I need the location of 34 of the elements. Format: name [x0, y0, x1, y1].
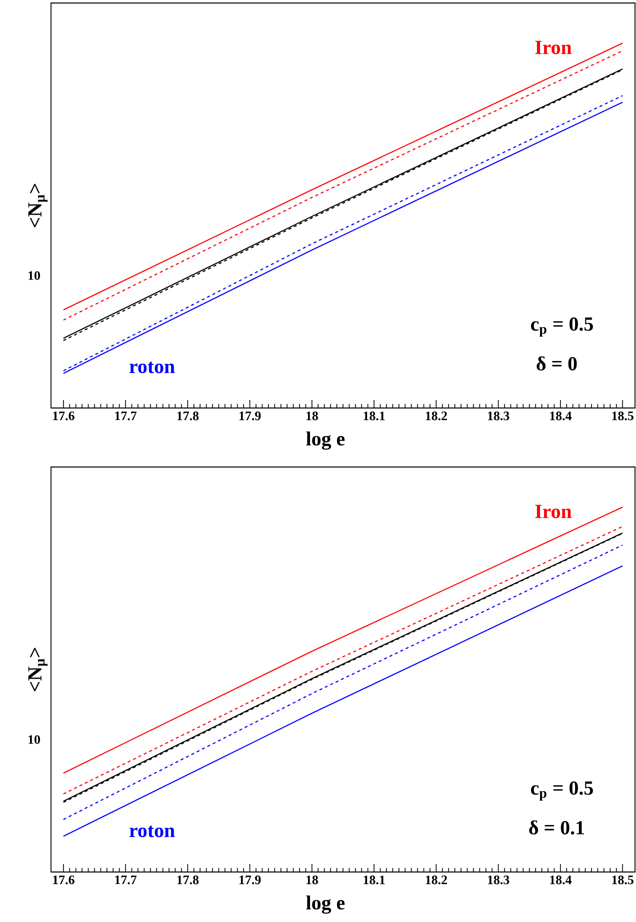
annotation: roton [130, 826, 175, 838]
x-tick-label: 17.6 [53, 876, 74, 884]
text: 10 [28, 271, 40, 280]
y-axis-title: <N$_{μ}$> [28, 184, 48, 228]
text: 10 [28, 735, 40, 744]
x-tick-label: 17.8 [177, 876, 199, 884]
x-tick-label: 18.5 [612, 412, 634, 420]
x-tick-label: 18.4 [550, 876, 572, 884]
x-tick-label: 18 [306, 876, 318, 884]
annotation: c$_{p}$ = 0.5 [531, 781, 593, 801]
x-tick-label: 18 [306, 412, 318, 420]
x-tick-label: 18.4 [550, 412, 572, 420]
x-tick-label: 17.7 [115, 876, 137, 884]
x-tick-label: 18.3 [488, 412, 510, 420]
x-tick-label: 17.8 [177, 412, 199, 420]
y-axis-title: <N$_{μ}$> [28, 648, 48, 692]
annotation: roton [130, 362, 175, 374]
x-tick-label: 17.9 [240, 412, 261, 420]
annotation: c$_{p}$ = 0.5 [531, 317, 593, 337]
x-tick-label: 18.2 [426, 412, 447, 420]
x-axis-title: log e [306, 432, 345, 450]
annotation: δ = 0.1 [529, 820, 584, 835]
x-axis-title: log e [306, 896, 345, 914]
x-tick-label: 18.1 [364, 876, 385, 884]
x-tick-label: 17.9 [240, 876, 261, 884]
annotation: Iron [535, 504, 572, 518]
x-tick-label: 18.2 [426, 876, 447, 884]
x-tick-label: 17.6 [53, 412, 74, 420]
x-tick-label: 18.3 [488, 876, 510, 884]
x-tick-label: 17.7 [115, 412, 137, 420]
x-tick-label: 18.5 [612, 876, 634, 884]
annotation: Iron [535, 40, 572, 54]
x-tick-label: 18.1 [364, 412, 385, 420]
annotation: δ = 0 [536, 356, 577, 371]
